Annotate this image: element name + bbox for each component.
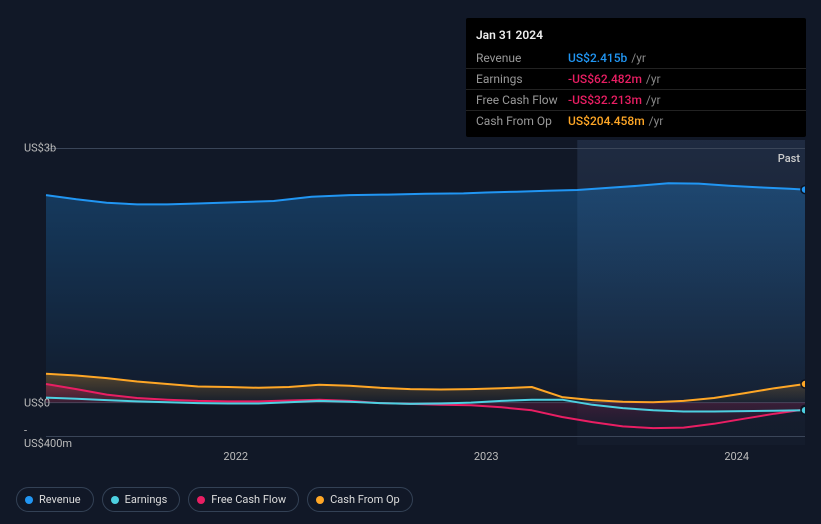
y-axis-label: US$0 bbox=[24, 396, 66, 409]
legend-item[interactable]: Earnings bbox=[102, 487, 181, 512]
tooltip-row-unit: /yr bbox=[631, 51, 646, 65]
tooltip-row: Cash From OpUS$204.458m/yr bbox=[466, 111, 806, 131]
y-axis-label: -US$400m bbox=[24, 424, 66, 450]
legend-label: Revenue bbox=[39, 493, 81, 506]
line-chart bbox=[16, 125, 805, 450]
tooltip-row-value: -US$32.213m bbox=[568, 93, 642, 107]
tooltip-row-label: Free Cash Flow bbox=[476, 93, 568, 107]
legend-dot-icon bbox=[316, 496, 324, 504]
tooltip-row-value: -US$62.482m bbox=[568, 72, 642, 86]
tooltip-row-label: Earnings bbox=[476, 72, 568, 86]
legend-item[interactable]: Cash From Op bbox=[307, 487, 413, 512]
legend-item[interactable]: Revenue bbox=[16, 487, 94, 512]
tooltip-row-unit: /yr bbox=[649, 114, 664, 128]
tooltip-row-label: Cash From Op bbox=[476, 114, 568, 128]
chart-area[interactable]: Past US$3b US$0 -US$400m 2022 2023 2024 bbox=[16, 125, 805, 490]
legend-label: Earnings bbox=[125, 493, 168, 506]
chart-tooltip: Jan 31 2024 RevenueUS$2.415b/yrEarnings-… bbox=[466, 18, 806, 137]
tooltip-row-value: US$2.415b bbox=[568, 51, 627, 65]
legend-item[interactable]: Free Cash Flow bbox=[188, 487, 299, 512]
tooltip-row-unit: /yr bbox=[646, 72, 661, 86]
tooltip-row: Free Cash Flow-US$32.213m/yr bbox=[466, 90, 806, 111]
tooltip-row: Earnings-US$62.482m/yr bbox=[466, 69, 806, 90]
x-axis-label: 2022 bbox=[223, 450, 248, 463]
tooltip-date: Jan 31 2024 bbox=[466, 24, 806, 48]
tooltip-row: RevenueUS$2.415b/yr bbox=[466, 48, 806, 69]
legend-label: Free Cash Flow bbox=[211, 493, 286, 506]
legend-dot-icon bbox=[25, 496, 33, 504]
past-label: Past bbox=[778, 152, 800, 165]
tooltip-row-label: Revenue bbox=[476, 51, 568, 65]
y-axis-label: US$3b bbox=[24, 142, 66, 155]
x-axis-label: 2023 bbox=[474, 450, 499, 463]
tooltip-row-unit: /yr bbox=[646, 93, 661, 107]
legend-dot-icon bbox=[111, 496, 119, 504]
tooltip-row-value: US$204.458m bbox=[568, 114, 645, 128]
x-axis-label: 2024 bbox=[724, 450, 749, 463]
chart-legend: Revenue Earnings Free Cash Flow Cash From O… bbox=[16, 487, 413, 512]
legend-label: Cash From Op bbox=[330, 493, 400, 506]
legend-dot-icon bbox=[197, 496, 205, 504]
